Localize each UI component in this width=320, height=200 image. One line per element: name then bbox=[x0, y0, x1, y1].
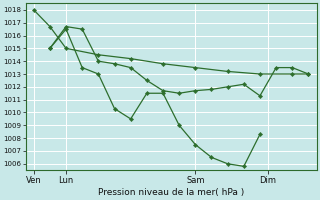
X-axis label: Pression niveau de la mer( hPa ): Pression niveau de la mer( hPa ) bbox=[98, 188, 244, 197]
